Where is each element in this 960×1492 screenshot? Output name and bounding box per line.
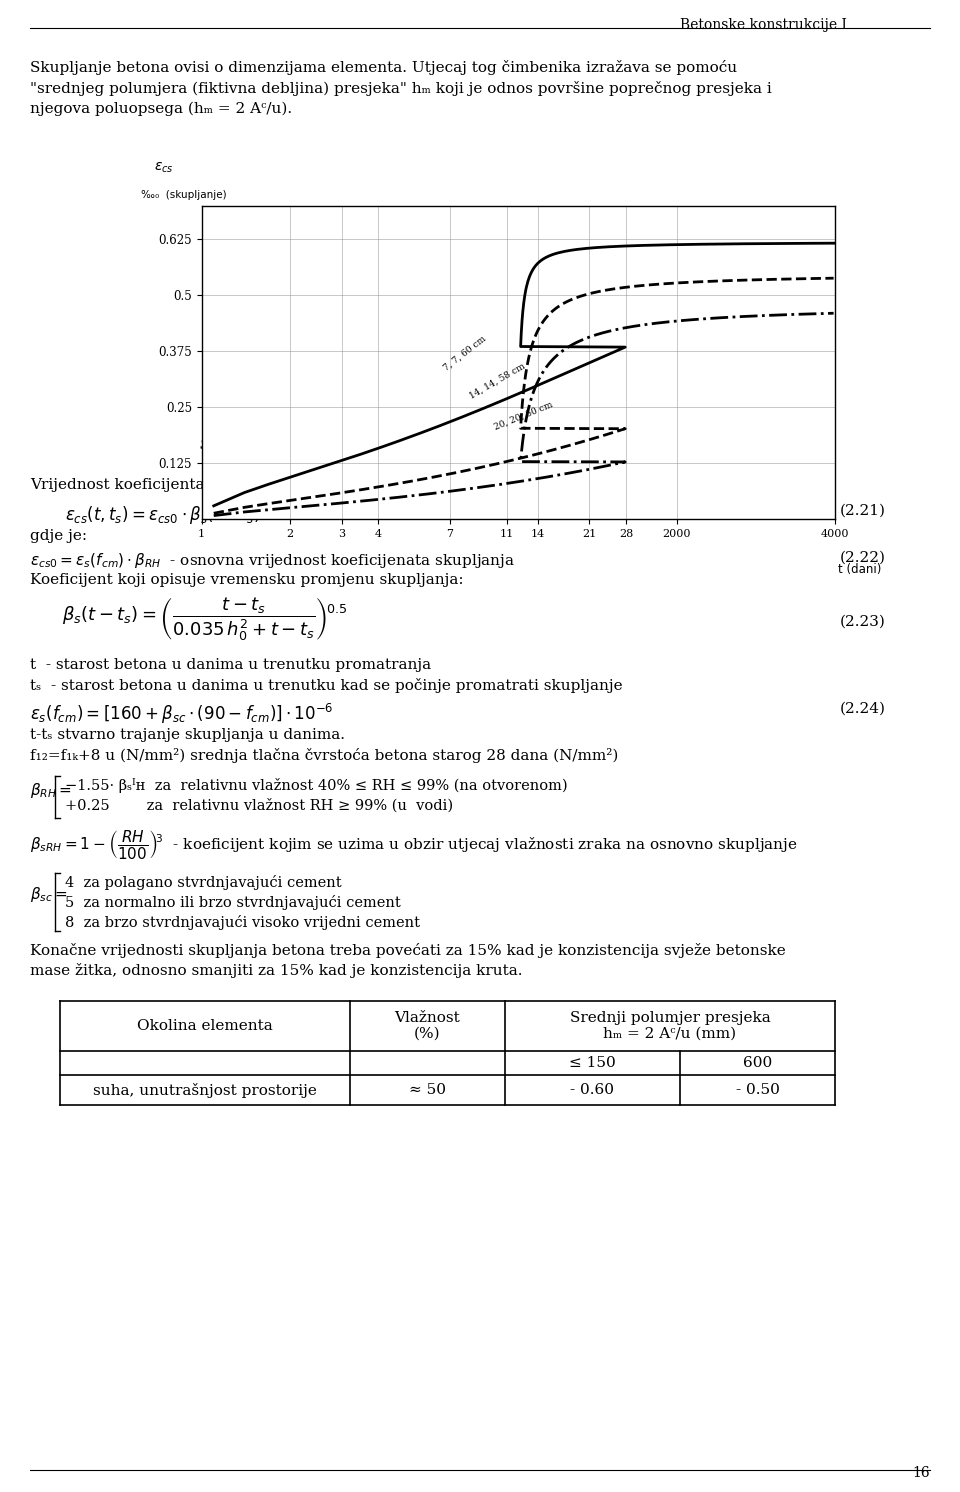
Text: - 0.60: - 0.60 (570, 1083, 614, 1097)
Text: (2.21): (2.21) (840, 504, 886, 518)
Text: (2.22): (2.22) (840, 551, 886, 565)
Text: (2.23): (2.23) (840, 615, 886, 630)
Text: $\beta_{sRH} = 1 - \left(\dfrac{RH}{100}\right)^{\!3}$  - koeficijent kojim se u: $\beta_{sRH} = 1 - \left(\dfrac{RH}{100}… (30, 828, 798, 861)
Text: $\varepsilon_{cs}(t,t_s) = \varepsilon_{cs0} \cdot \beta_s(t - t_s)$: $\varepsilon_{cs}(t,t_s) = \varepsilon_{… (65, 504, 260, 527)
Text: Konačne vrijednosti skupljanja betona treba povećati za 15% kad je konzistencija: Konačne vrijednosti skupljanja betona tr… (30, 943, 785, 958)
Text: 20, 20, 60 cm: 20, 20, 60 cm (493, 400, 554, 431)
Text: 8  za brzo stvrdnjavajući visoko vrijedni cement: 8 za brzo stvrdnjavajući visoko vrijedni… (65, 915, 420, 930)
Text: $\varepsilon_{cs0} = \varepsilon_s(f_{cm}) \cdot \beta_{RH}$  - osnovna vrijedno: $\varepsilon_{cs0} = \varepsilon_s(f_{cm… (30, 551, 516, 570)
Text: 600: 600 (743, 1056, 772, 1070)
Text: Betonske konstrukcije I: Betonske konstrukcije I (680, 18, 847, 31)
Text: $\varepsilon_{cs}$: $\varepsilon_{cs}$ (154, 160, 174, 175)
Text: ≤ 150: ≤ 150 (569, 1056, 616, 1070)
Text: "srednjeg polumjera (fiktivna debljina) presjeka" hₘ koji je odnos površine popr: "srednjeg polumjera (fiktivna debljina) … (30, 81, 772, 95)
Text: Koeficijent koji opisuje vremensku promjenu skupljanja:: Koeficijent koji opisuje vremensku promj… (30, 573, 464, 586)
Text: t-tₛ stvarno trajanje skupljanja u danima.: t-tₛ stvarno trajanje skupljanja u danim… (30, 728, 345, 742)
Text: 7, 7, 60 cm: 7, 7, 60 cm (443, 334, 489, 373)
Text: $\beta_{RH} =$: $\beta_{RH} =$ (30, 780, 72, 800)
Text: Srednji polumjer presjeka
hₘ = 2 Aᶜ/u (mm): Srednji polumjer presjeka hₘ = 2 Aᶜ/u (m… (569, 1012, 770, 1041)
Text: 16: 16 (912, 1467, 930, 1480)
Text: Okolina elementa: Okolina elementa (137, 1019, 273, 1032)
Text: Vrijednost koeficijenta skupljanja u određenom vremenskom intervalu prema EC2:: Vrijednost koeficijenta skupljanja u odr… (30, 477, 670, 492)
Text: +0.25        za  relativnu vlažnost RH ≥ 99% (u  vodi): +0.25 za relativnu vlažnost RH ≥ 99% (u … (65, 798, 453, 812)
Text: 5  za normalno ili brzo stvrdnjavajući cement: 5 za normalno ili brzo stvrdnjavajući ce… (65, 895, 400, 910)
Text: njegova poluopsega (hₘ = 2 Aᶜ/u).: njegova poluopsega (hₘ = 2 Aᶜ/u). (30, 101, 292, 116)
Text: - 0.50: - 0.50 (735, 1083, 780, 1097)
Text: −1.55· βₛᴵʜ  za  relativnu vlažnost 40% ≤ RH ≤ 99% (na otvorenom): −1.55· βₛᴵʜ za relativnu vlažnost 40% ≤ … (65, 777, 567, 794)
Text: 4  za polagano stvrdnjavajući cement: 4 za polagano stvrdnjavajući cement (65, 874, 342, 891)
Text: suha, unutrašnjost prostorije: suha, unutrašnjost prostorije (93, 1083, 317, 1098)
Text: Slika 2.10  Skupljanje  betona iste vrste u prizmama raznih  dimenzija.: Slika 2.10 Skupljanje betona iste vrste … (200, 439, 697, 452)
Text: Vlažnost
(%): Vlažnost (%) (395, 1012, 461, 1041)
Text: ‰₀  (skupljanje): ‰₀ (skupljanje) (141, 189, 227, 200)
Text: gdje je:: gdje je: (30, 530, 87, 543)
Text: t  - starost betona u danima u trenutku promatranja: t - starost betona u danima u trenutku p… (30, 658, 431, 671)
Text: $\beta_{sc} =$: $\beta_{sc} =$ (30, 885, 68, 904)
Text: t (dani): t (dani) (838, 562, 881, 576)
Text: 14, 14, 58 cm: 14, 14, 58 cm (468, 361, 526, 400)
Text: tₛ  - starost betona u danima u trenutku kad se počinje promatrati skupljanje: tₛ - starost betona u danima u trenutku … (30, 677, 623, 692)
Text: (2.24): (2.24) (840, 703, 886, 716)
Text: ≈ 50: ≈ 50 (409, 1083, 446, 1097)
Text: f₁₂=f₁ₖ+8 u (N/mm²) srednja tlačna čvrstоća betona starog 28 dana (N/mm²): f₁₂=f₁ₖ+8 u (N/mm²) srednja tlačna čvrst… (30, 747, 618, 762)
Text: Skupljanje betona ovisi o dimenzijama elementa. Utjecaj tog čimbenika izražava s: Skupljanje betona ovisi o dimenzijama el… (30, 60, 737, 75)
Text: $\beta_s(t - t_s) = \left(\dfrac{t - t_s}{0.035\,h_0^2 + t - t_s}\right)^{\!0.5}: $\beta_s(t - t_s) = \left(\dfrac{t - t_s… (62, 595, 348, 643)
Text: mase žitka, odnosno smanjiti za 15% kad je konzistencija kruta.: mase žitka, odnosno smanjiti za 15% kad … (30, 962, 522, 977)
Text: $\varepsilon_s(f_{cm}) = \left[160 + \beta_{sc} \cdot (90 - f_{cm})\right] \cdot: $\varepsilon_s(f_{cm}) = \left[160 + \be… (30, 703, 333, 727)
